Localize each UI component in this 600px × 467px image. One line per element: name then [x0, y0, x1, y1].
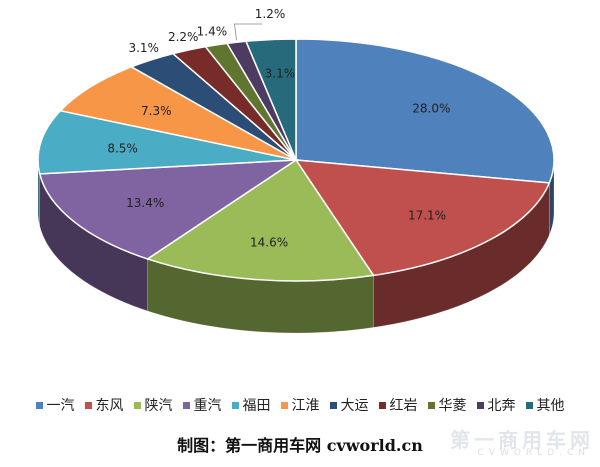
legend-swatch — [427, 401, 435, 409]
data-label-东风: 17.1% — [408, 209, 446, 223]
legend-label: 福田 — [242, 398, 271, 414]
data-label-福田: 8.5% — [107, 142, 138, 156]
legend-item-江淮: 江淮 — [280, 395, 320, 415]
data-label-其他: 3.1% — [265, 66, 296, 80]
watermark-logo: 第一商用车网 — [450, 428, 594, 452]
legend-item-陕汽: 陕汽 — [133, 395, 173, 415]
pie-chart: 28.0% 17.1% 14.6% 13.4% 8.5% 7.3% 3.1% 2.2%1.4%… — [37, 7, 555, 334]
leader-line-北奔 — [234, 23, 262, 41]
legend-label: 大运 — [340, 398, 369, 414]
legend-label: 其他 — [536, 398, 565, 414]
legend-swatch — [133, 401, 141, 409]
data-labels: 28.0% 17.1% 14.6% 13.4% 8.5% 7.3% 3.1% 2.2%1.4%… — [107, 7, 450, 249]
pie-slice-其他 — [244, 38, 297, 161]
legend-swatch — [329, 401, 337, 409]
legend-swatch — [182, 401, 190, 409]
chart-source: 制图：第一商用车网 cvworld.cn — [177, 436, 423, 455]
legend-swatch — [280, 401, 288, 409]
legend-label: 华菱 — [438, 398, 467, 414]
legend: 一汽 东风 陕汽 重汽 福田 江淮 大运 红岩 华菱 北奔 其他 — [0, 393, 600, 417]
data-label-红岩: 2.2% — [168, 30, 199, 44]
legend-label: 北奔 — [487, 398, 516, 414]
legend-label: 一汽 — [46, 398, 75, 414]
legend-swatch — [231, 401, 239, 409]
legend-item-东风: 东风 — [84, 395, 124, 415]
legend-label: 东风 — [95, 398, 124, 414]
legend-item-北奔: 北奔 — [476, 395, 516, 415]
pie-slices — [37, 38, 555, 282]
legend-item-大运: 大运 — [329, 395, 369, 415]
pie-slice-福田 — [37, 109, 297, 175]
watermark-logo-sub: CVWORLD.CN — [477, 448, 590, 458]
data-label-华菱: 1.4% — [197, 25, 228, 39]
pie-slice-江淮 — [58, 65, 297, 161]
pie-slice-一汽 — [295, 38, 555, 184]
legend-swatch — [378, 401, 386, 409]
pie-slice-重汽 — [38, 159, 299, 260]
legend-swatch — [84, 401, 92, 409]
legend-swatch — [525, 401, 533, 409]
legend-label: 江淮 — [291, 398, 320, 414]
legend-item-一汽: 一汽 — [35, 395, 75, 415]
legend-swatch — [476, 401, 484, 409]
data-label-大运: 3.1% — [128, 41, 159, 55]
legend-item-红岩: 红岩 — [378, 395, 418, 415]
legend-label: 重汽 — [193, 398, 222, 414]
data-label-重汽: 13.4% — [126, 196, 164, 210]
data-label-一汽: 28.0% — [412, 102, 450, 116]
pie-slice-陕汽 — [145, 158, 375, 282]
legend-item-福田: 福田 — [231, 395, 271, 415]
legend-swatch — [35, 401, 43, 409]
legend-label: 陕汽 — [144, 398, 173, 414]
data-label-北奔: 1.2% — [255, 7, 286, 21]
data-label-江淮: 7.3% — [141, 104, 172, 118]
legend-label: 红岩 — [389, 398, 418, 414]
legend-item-华菱: 华菱 — [427, 395, 467, 415]
pie-slice-东风 — [294, 159, 551, 277]
legend-item-重汽: 重汽 — [182, 395, 222, 415]
data-label-陕汽: 14.6% — [250, 235, 288, 249]
legend-item-其他: 其他 — [525, 395, 565, 415]
